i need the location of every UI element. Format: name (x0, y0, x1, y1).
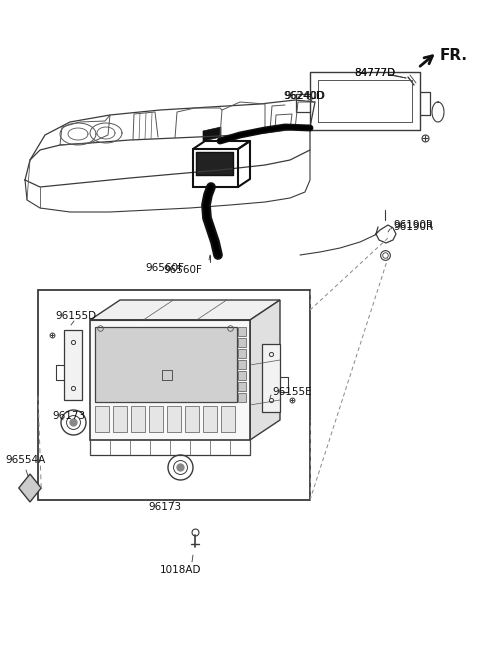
Text: 96240D: 96240D (284, 91, 325, 101)
Text: 96240D: 96240D (283, 91, 324, 101)
Bar (238, 371, 246, 380)
Bar (113, 406, 127, 432)
Bar (262, 344, 280, 412)
Bar (95, 406, 109, 432)
Bar (221, 406, 235, 432)
Text: 84777D: 84777D (354, 68, 395, 78)
Bar (149, 406, 163, 432)
Bar (238, 360, 246, 369)
Text: 96155D: 96155D (55, 311, 96, 321)
Polygon shape (19, 474, 41, 502)
Bar (167, 406, 181, 432)
Polygon shape (250, 300, 280, 440)
Bar (64, 330, 82, 400)
Bar (90, 320, 250, 440)
Bar (38, 290, 310, 500)
Text: 96173: 96173 (148, 502, 181, 512)
Text: 84777D: 84777D (354, 68, 395, 78)
Bar (238, 393, 246, 402)
Bar (238, 349, 246, 358)
Bar (203, 406, 217, 432)
Text: 96173: 96173 (52, 411, 85, 421)
Text: FR.: FR. (440, 48, 468, 64)
Text: 96560F: 96560F (145, 263, 184, 273)
Text: 96155E: 96155E (272, 387, 312, 397)
Text: 96560F: 96560F (164, 265, 203, 275)
Bar (196, 152, 233, 175)
Text: 96190R: 96190R (393, 220, 433, 230)
Bar (238, 327, 246, 336)
Text: 1018AD: 1018AD (160, 565, 202, 575)
Polygon shape (203, 127, 221, 141)
Text: 96190R: 96190R (393, 222, 433, 232)
Text: 96554A: 96554A (5, 455, 45, 465)
Bar (131, 406, 145, 432)
Bar (238, 338, 246, 347)
Bar (238, 382, 246, 391)
Bar (185, 406, 199, 432)
Bar (95, 327, 237, 402)
Polygon shape (90, 300, 280, 320)
